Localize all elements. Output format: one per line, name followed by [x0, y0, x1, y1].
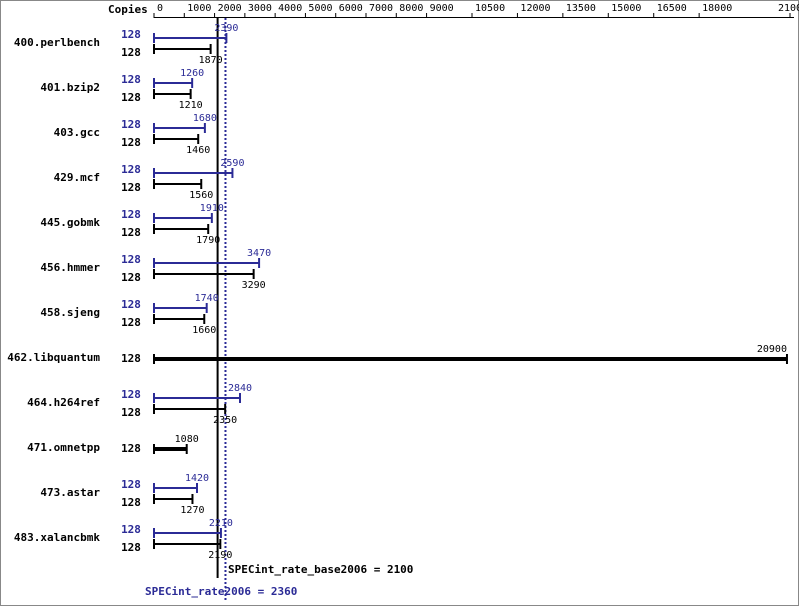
value-label: 1420 — [185, 473, 209, 484]
benchmark-name: 445.gobmk — [40, 216, 100, 229]
x-tick-label: 9000 — [430, 3, 454, 14]
value-label: 1080 — [175, 434, 199, 445]
x-tick-label: 12000 — [520, 3, 550, 14]
axis-label: Copies — [108, 3, 148, 16]
benchmark-name: 458.sjeng — [40, 306, 100, 319]
value-label: 2190 — [208, 550, 232, 561]
value-label: 3470 — [247, 248, 271, 259]
benchmark-name: 429.mcf — [54, 171, 100, 184]
benchmark-name: 456.hmmer — [40, 261, 100, 274]
value-label: 20900 — [757, 344, 787, 355]
copies: 128 — [121, 298, 141, 311]
value-label: 1560 — [189, 190, 213, 201]
copies: 128 — [121, 442, 141, 455]
copies: 128 — [121, 406, 141, 419]
copies: 128 — [121, 73, 141, 86]
copies: 128 — [121, 208, 141, 221]
benchmark-name: 400.perlbench — [14, 36, 100, 49]
copies: 128 — [121, 388, 141, 401]
benchmark-name: 464.h264ref — [27, 396, 100, 409]
value-label: 1790 — [196, 235, 220, 246]
value-label: 1680 — [193, 113, 217, 124]
benchmark-name: 462.libquantum — [7, 351, 100, 364]
copies: 128 — [121, 46, 141, 59]
value-label: 1660 — [192, 325, 216, 336]
benchmark-name: 401.bzip2 — [40, 81, 100, 94]
value-label: 2840 — [228, 383, 252, 394]
copies: 128 — [121, 91, 141, 104]
value-label: 1870 — [199, 55, 223, 66]
x-tick-label: 4000 — [278, 3, 302, 14]
copies: 128 — [121, 118, 141, 131]
x-tick-label: 2000 — [218, 3, 242, 14]
copies: 128 — [121, 523, 141, 536]
x-tick-label: 21000 — [778, 3, 799, 14]
x-tick-label: 0 — [157, 3, 163, 14]
reference-label: SPECint_rate2006 = 2360 — [145, 585, 297, 598]
x-tick-label: 6000 — [339, 3, 363, 14]
copies: 128 — [121, 181, 141, 194]
value-label: 1740 — [195, 293, 219, 304]
value-label: 2390 — [214, 23, 238, 34]
value-label: 1270 — [180, 505, 204, 516]
benchmark-name: 403.gcc — [54, 126, 100, 139]
value-label: 1460 — [186, 145, 210, 156]
x-tick-label: 18000 — [702, 3, 732, 14]
value-label: 1910 — [200, 203, 224, 214]
benchmark-name: 471.omnetpp — [27, 441, 100, 454]
value-label: 2590 — [220, 158, 244, 169]
copies: 128 — [121, 271, 141, 284]
reference-label: SPECint_rate_base2006 = 2100 — [228, 563, 413, 576]
x-tick-label: 15000 — [611, 3, 641, 14]
copies: 128 — [121, 352, 141, 365]
x-tick-label: 8000 — [399, 3, 423, 14]
benchmark-name: 483.xalancbmk — [14, 531, 100, 544]
x-tick-label: 13500 — [566, 3, 596, 14]
value-label: 1210 — [179, 100, 203, 111]
copies: 128 — [121, 541, 141, 554]
value-label: 2210 — [209, 518, 233, 529]
x-tick-label: 3000 — [248, 3, 272, 14]
copies: 128 — [121, 226, 141, 239]
benchmark-name: 473.astar — [40, 486, 100, 499]
copies: 128 — [121, 28, 141, 41]
copies: 128 — [121, 136, 141, 149]
value-label: 1260 — [180, 68, 204, 79]
x-tick-label: 7000 — [369, 3, 393, 14]
copies: 128 — [121, 478, 141, 491]
copies: 128 — [121, 496, 141, 509]
x-tick-label: 16500 — [657, 3, 687, 14]
x-tick-label: 10500 — [475, 3, 505, 14]
copies: 128 — [121, 316, 141, 329]
copies: 128 — [121, 253, 141, 266]
value-label: 3290 — [242, 280, 266, 291]
x-tick-label: 1000 — [187, 3, 211, 14]
copies: 128 — [121, 163, 141, 176]
x-tick-label: 5000 — [308, 3, 332, 14]
value-label: 2350 — [213, 415, 237, 426]
